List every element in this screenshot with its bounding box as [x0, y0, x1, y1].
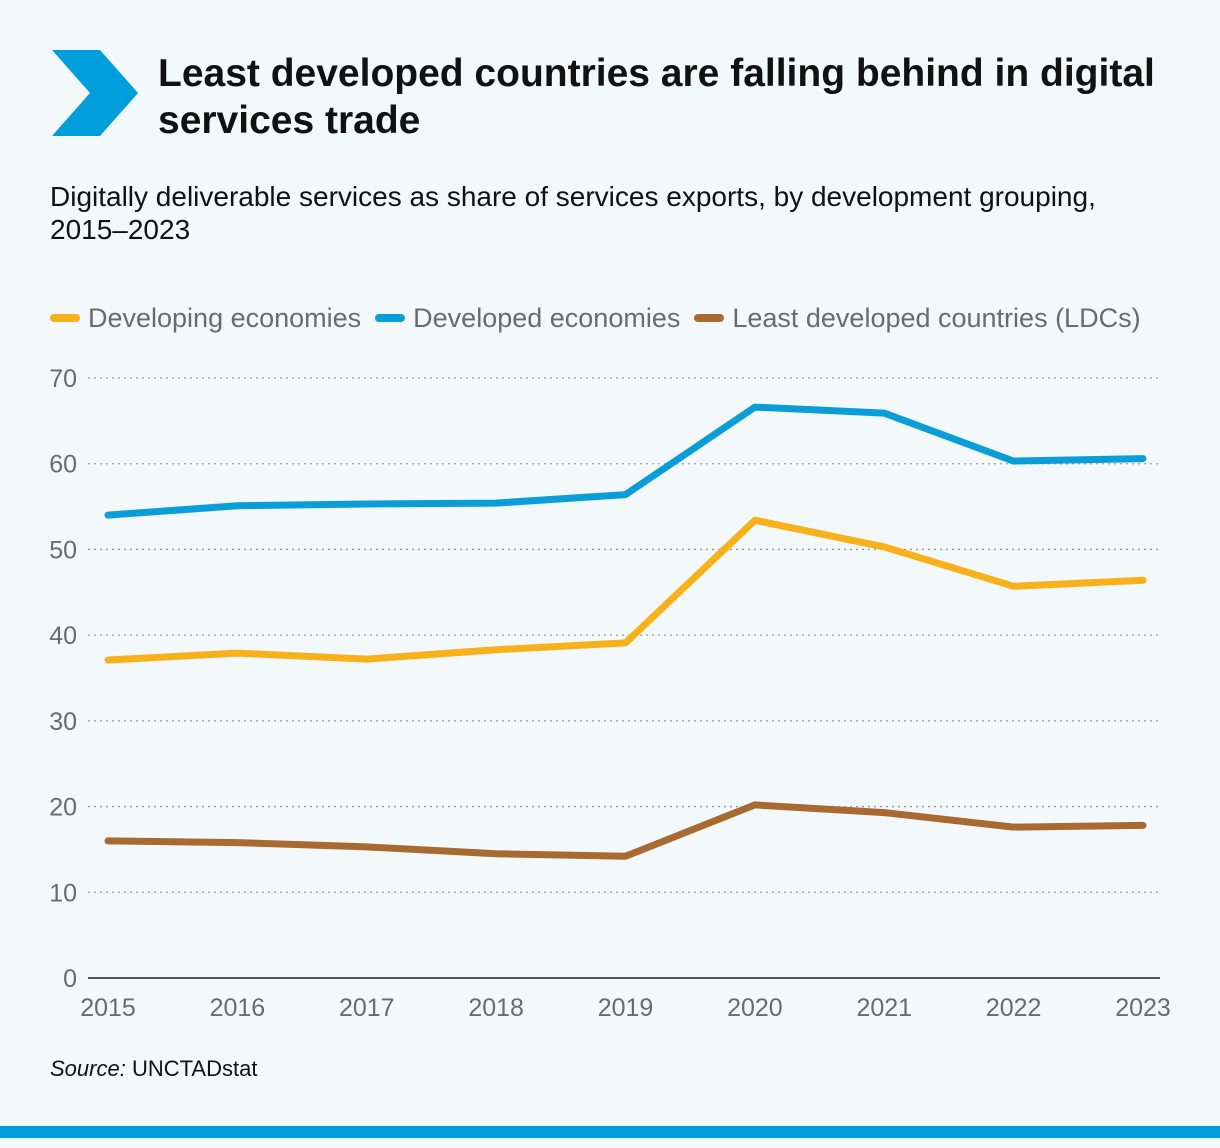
data-point-developed-2022	[1013, 460, 1015, 462]
data-point-developing-2018	[495, 649, 497, 651]
x-tick-label-2023: 2023	[1115, 994, 1171, 1022]
data-point-developing-2022	[1013, 585, 1015, 587]
x-tick-label-2021: 2021	[856, 994, 912, 1022]
x-tick-label-2017: 2017	[339, 994, 395, 1022]
data-point-developed-2016	[236, 505, 238, 507]
data-point-developing-2019	[625, 642, 626, 644]
legend-label-developing: Developing economies	[88, 302, 362, 333]
legend-item-developed: Developed economies	[375, 303, 680, 334]
legend: Developing economies Developed economies…	[50, 300, 1155, 336]
data-point-ldc-2023	[1142, 824, 1144, 826]
x-tick-label-2018: 2018	[468, 994, 524, 1022]
y-tick-label-10: 10	[49, 879, 77, 907]
y-tick-label-40: 40	[49, 622, 77, 650]
data-point-developing-2020	[754, 519, 756, 521]
y-tick-label-20: 20	[49, 794, 77, 822]
x-tick-label-2016: 2016	[210, 994, 266, 1022]
data-point-developing-2023	[1142, 579, 1144, 581]
y-tick-label-30: 30	[49, 708, 77, 736]
legend-swatch-developed	[375, 314, 406, 322]
data-point-developed-2017	[366, 503, 368, 505]
data-point-ldc-2020	[754, 804, 756, 806]
y-tick-label-50: 50	[49, 536, 77, 564]
x-tick-label-2022: 2022	[986, 994, 1042, 1022]
source-text: UNCTADstat	[131, 1056, 258, 1081]
series-line-developed	[104, 403, 1147, 519]
legend-item-ldc: Least developed countries (LDCs)	[694, 302, 1141, 334]
x-tick-label-2020: 2020	[727, 994, 783, 1022]
data-point-ldc-2015	[107, 840, 109, 842]
y-tick-label-0: 0	[63, 965, 77, 993]
data-point-developed-2015	[107, 514, 109, 516]
data-point-developing-2021	[883, 546, 885, 548]
legend-item-developing: Developing economies	[50, 303, 361, 334]
series-line-developing	[104, 516, 1147, 664]
data-point-ldc-2019	[625, 855, 626, 857]
data-point-developed-2023	[1142, 458, 1144, 460]
data-point-developing-2017	[366, 658, 368, 660]
legend-swatch-developing	[50, 314, 80, 322]
legend-swatch-ldc	[694, 314, 725, 322]
series-line-ldc	[104, 801, 1147, 860]
data-point-developing-2015	[107, 659, 109, 661]
source-label: Source:	[50, 1056, 126, 1081]
y-tick-label-70: 70	[49, 365, 77, 393]
source-note: Source: UNCTADstat	[50, 1056, 257, 1082]
data-point-ldc-2021	[883, 812, 885, 814]
chart-title: Least developed countries are falling be…	[158, 52, 1155, 142]
data-point-ldc-2018	[495, 853, 497, 855]
data-point-developed-2020	[754, 406, 756, 408]
data-point-ldc-2017	[366, 846, 368, 848]
legend-label-ldc: Least developed countries (LDCs)	[732, 302, 1141, 333]
bottom-accent-bar	[0, 1126, 1220, 1138]
y-tick-label-60: 60	[49, 451, 77, 479]
x-tick-label-2019: 2019	[598, 994, 654, 1022]
chevron-logo-icon	[52, 50, 138, 136]
data-point-developed-2018	[495, 502, 497, 504]
data-point-developed-2021	[883, 412, 885, 414]
chart-subtitle: Digitally deliverable services as share …	[50, 181, 1096, 245]
legend-label-developed: Developed economies	[413, 302, 681, 333]
data-point-developing-2016	[236, 652, 238, 654]
data-point-developed-2019	[625, 494, 626, 496]
x-tick-label-2015: 2015	[80, 994, 136, 1022]
data-point-ldc-2016	[236, 842, 238, 844]
data-point-ldc-2022	[1013, 826, 1015, 828]
